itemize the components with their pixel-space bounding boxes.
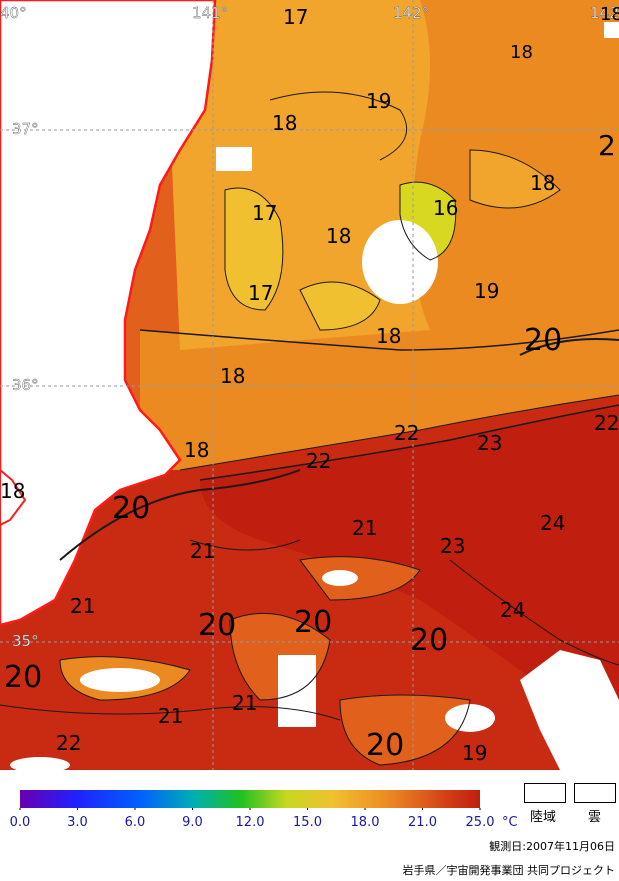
scale-tick-label: 6.0 (124, 815, 146, 830)
contour-label: 18 (184, 438, 209, 462)
contour-label: 22 (394, 421, 419, 445)
lat-label: 36° (12, 376, 39, 394)
cloud-legend-swatch (574, 783, 616, 803)
scale-tick-label: 3.0 (67, 815, 88, 830)
scale-tick-label: 21.0 (408, 815, 437, 830)
lon-label: 142° (393, 4, 429, 22)
contour-label: 20 (410, 623, 448, 658)
cloud-mask (80, 668, 160, 692)
contour-label: 18 (0, 479, 25, 503)
sst-map: 40° 141° 142° 142° 37° 36° 35° 171819181… (0, 0, 619, 770)
lon-label: 142° (590, 4, 619, 22)
cloud-mask (604, 22, 619, 38)
contour-label: 23 (477, 431, 502, 455)
contour-label: 20 (524, 323, 562, 358)
cloud-legend-label: 雲 (588, 810, 602, 825)
contour-label: 2 (598, 129, 616, 162)
scale-tick-label: 0.0 (9, 815, 31, 830)
contour-label: 18 (530, 171, 555, 195)
contour-label: 21 (70, 594, 95, 618)
contour-label: 20 (366, 728, 404, 763)
contour-label: 18 (220, 364, 245, 388)
legend-panel: 0.0 3.0 6.0 9.0 12.0 15.0 18.0 21.0 25.0 (0, 770, 619, 881)
contour-label: 16 (433, 196, 458, 220)
contour-label: 24 (500, 598, 525, 622)
contour-label: 18 (510, 42, 533, 63)
contour-label: 17 (283, 5, 308, 29)
contour-label: 21 (232, 691, 257, 715)
scale-tick-label: 15.0 (293, 815, 322, 830)
scale-tick-label: 12.0 (235, 815, 265, 830)
zone-18-east (470, 150, 560, 208)
eddy-patch (340, 695, 470, 765)
cloud-mask (520, 650, 619, 770)
land-islet (0, 468, 27, 527)
zone-17 (225, 188, 283, 310)
eddy-patch (300, 556, 420, 600)
contour-label: 21 (158, 704, 183, 728)
contour-lines (0, 91, 619, 766)
contour-label: 23 (440, 534, 465, 558)
contour-label: 22 (306, 449, 331, 473)
observation-date: 観測日:2007年11月06日 (489, 840, 615, 853)
cloud-mask (362, 220, 438, 304)
contour-label: 20 (294, 605, 332, 640)
graticule (0, 0, 619, 770)
cloud-mask (445, 704, 495, 732)
contour-label: 22 (594, 411, 619, 435)
color-scale-bar (19, 790, 481, 810)
contour-label: 20 (112, 491, 150, 526)
scale-tick-label: 25.0 (465, 815, 495, 830)
land-legend-label: 陸域 (530, 810, 557, 825)
contour-label: 19 (462, 741, 487, 765)
contour-label: 24 (540, 511, 565, 535)
lon-label: 141° (192, 4, 228, 22)
contour-label: 21 (352, 516, 377, 540)
contour-label: 18 (376, 324, 401, 348)
contour-value-labels: 17 18 19 18 18 2 18 17 16 18 17 19 18 20 18 22 23 22 18 22 1… (0, 4, 619, 765)
contour-label: 17 (252, 201, 277, 225)
temperature-unit: °C (502, 815, 518, 830)
scale-tick-marks (19, 808, 481, 810)
color-scale-gradient (20, 790, 480, 808)
contour-label: 17 (248, 281, 273, 305)
contour-label: 20 (198, 608, 236, 643)
cloud-mask (278, 655, 316, 727)
land-honshu (0, 0, 217, 627)
credit-line: 岩手県／宇宙開発事業団 共同プロジェクト (402, 864, 616, 877)
land-legend-swatch (524, 783, 566, 803)
contour-label: 22 (56, 731, 81, 755)
cloud-mask (10, 757, 70, 770)
contour-label: 18 (600, 4, 619, 25)
zone-20 (140, 330, 619, 470)
lat-label: 37° (12, 120, 39, 138)
lat-label: 35° (12, 632, 39, 650)
contour-label: 21 (190, 539, 215, 563)
cloud-mask (322, 570, 358, 586)
contour-label: 18 (272, 111, 297, 135)
coordinate-labels: 40° 141° 142° 142° 37° 36° 35° (0, 4, 619, 650)
contour-label: 20 (4, 660, 42, 695)
contour-label: 19 (366, 89, 391, 113)
scale-tick-label: 18.0 (350, 815, 380, 830)
lon-label: 40° (0, 4, 27, 22)
contour-label: 19 (474, 279, 499, 303)
cloud-mask (216, 147, 252, 171)
contour-label: 18 (326, 224, 351, 248)
zone-17-b (300, 282, 380, 330)
scale-tick-label: 9.0 (182, 815, 203, 830)
warmest-water-zone (200, 405, 619, 720)
